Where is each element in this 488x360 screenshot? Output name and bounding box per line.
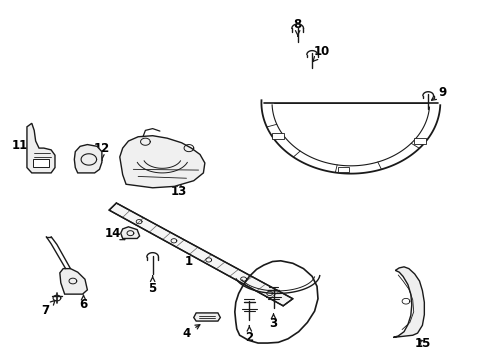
Polygon shape bbox=[272, 134, 283, 139]
Text: 11: 11 bbox=[12, 139, 35, 152]
Polygon shape bbox=[120, 136, 204, 188]
Text: 7: 7 bbox=[41, 301, 55, 316]
Polygon shape bbox=[33, 159, 49, 167]
Polygon shape bbox=[60, 269, 87, 294]
Polygon shape bbox=[109, 203, 292, 306]
Polygon shape bbox=[240, 277, 246, 281]
Polygon shape bbox=[337, 167, 348, 172]
Polygon shape bbox=[413, 138, 425, 144]
Polygon shape bbox=[171, 239, 177, 243]
Text: 4: 4 bbox=[182, 325, 200, 339]
Polygon shape bbox=[205, 258, 211, 262]
Polygon shape bbox=[127, 231, 134, 236]
Text: 1: 1 bbox=[184, 253, 209, 268]
Polygon shape bbox=[183, 145, 193, 152]
Polygon shape bbox=[393, 267, 424, 337]
Polygon shape bbox=[74, 145, 102, 173]
Text: 13: 13 bbox=[171, 182, 187, 198]
Polygon shape bbox=[140, 138, 150, 145]
Text: 9: 9 bbox=[431, 86, 446, 100]
Text: 6: 6 bbox=[79, 295, 87, 311]
Polygon shape bbox=[69, 278, 77, 284]
Text: 14: 14 bbox=[104, 228, 124, 240]
Polygon shape bbox=[136, 220, 142, 224]
Text: 15: 15 bbox=[414, 337, 431, 350]
Polygon shape bbox=[81, 154, 96, 165]
Text: 12: 12 bbox=[94, 141, 110, 160]
Polygon shape bbox=[401, 298, 409, 304]
Text: 10: 10 bbox=[312, 45, 329, 62]
Polygon shape bbox=[121, 227, 139, 238]
Polygon shape bbox=[27, 123, 55, 173]
Polygon shape bbox=[266, 291, 272, 296]
Text: 2: 2 bbox=[245, 326, 253, 344]
Text: 8: 8 bbox=[293, 18, 301, 36]
Polygon shape bbox=[193, 313, 220, 321]
Text: 3: 3 bbox=[269, 314, 277, 330]
Text: 5: 5 bbox=[148, 276, 157, 294]
